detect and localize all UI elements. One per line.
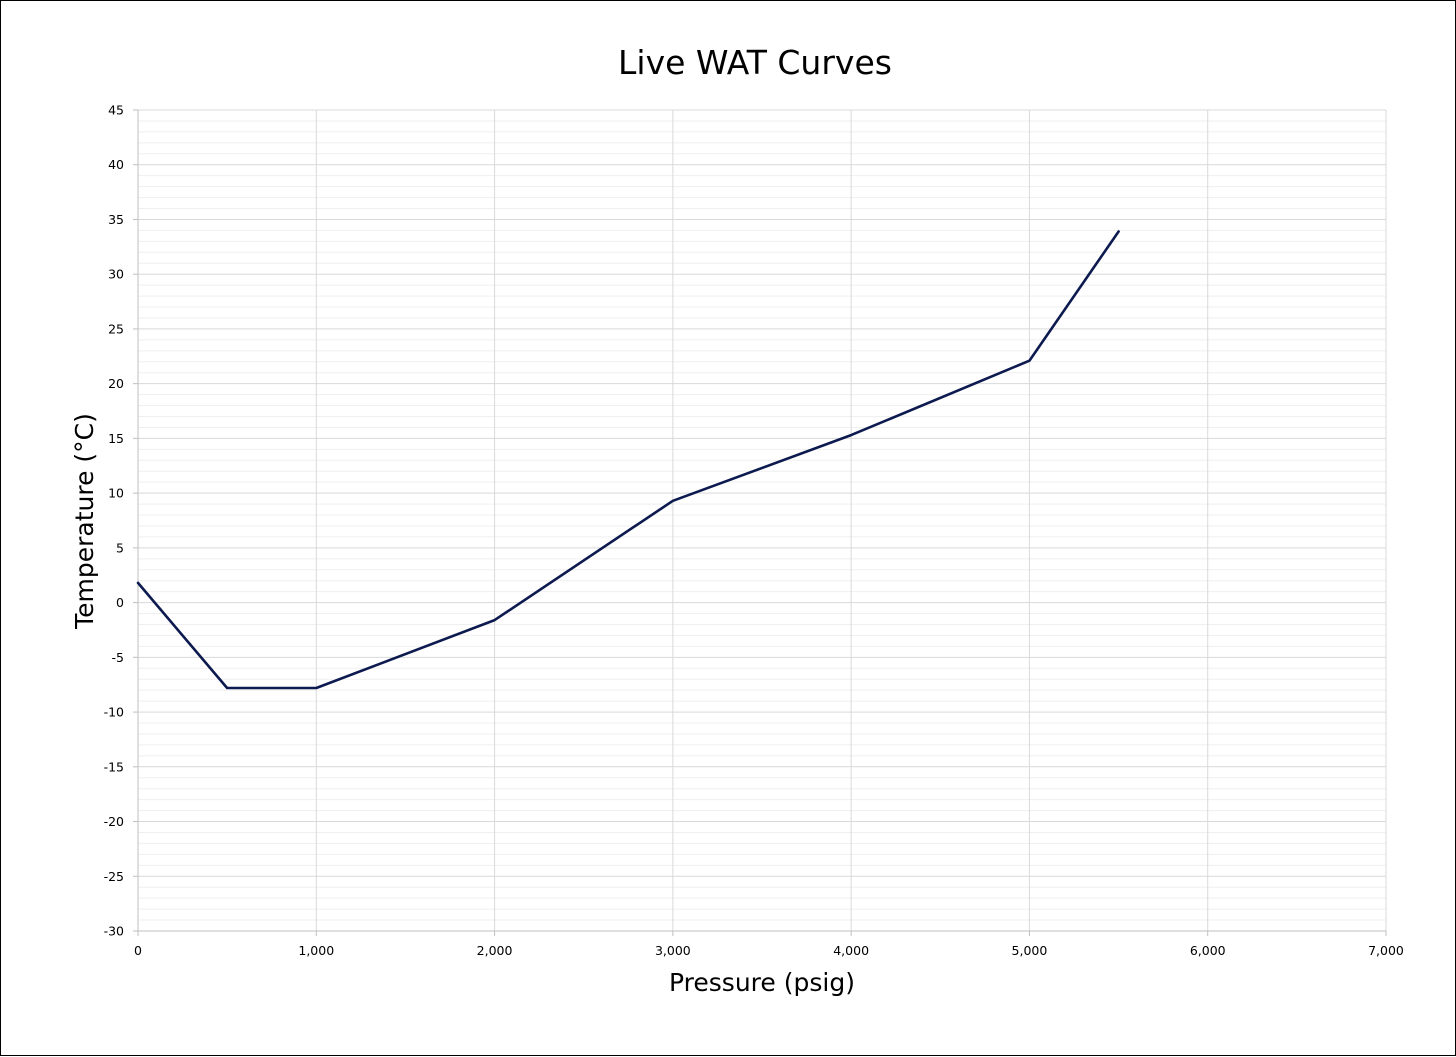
y-tick-label: -10 [104, 705, 124, 720]
y-tick-label: -15 [104, 759, 124, 774]
x-tick-label: 2,000 [477, 943, 513, 958]
axes [137, 110, 1386, 932]
series-layer [136, 230, 1120, 690]
y-tick-label: 15 [108, 431, 124, 446]
y-tick-label: 20 [108, 376, 124, 391]
x-axis-title: Pressure (psig) [669, 968, 855, 997]
x-tick-label: 7,000 [1368, 943, 1404, 958]
y-tick-label: 25 [108, 321, 124, 336]
y-tick-label: -5 [112, 650, 124, 665]
x-tick-label: 6,000 [1190, 943, 1226, 958]
y-tick-label: -30 [104, 924, 124, 939]
series-line [136, 230, 1120, 690]
y-axis-title: Temperature (°C) [70, 413, 99, 630]
x-tick-label: 4,000 [833, 943, 869, 958]
tick-labels: 45 40 35 30 25 20 15 10 5 0 -5 -10 -15 -20 -25 -30 0 1,00… [104, 103, 1404, 959]
x-tick-label: 3,000 [655, 943, 691, 958]
x-tick-label: 1,000 [298, 943, 334, 958]
y-tick-label: 0 [116, 595, 124, 610]
y-tick-label: 35 [108, 212, 124, 227]
x-tick-label: 5,000 [1012, 943, 1048, 958]
x-tick-label: 0 [134, 943, 142, 958]
y-tick-label: -25 [104, 869, 124, 884]
y-tick-label: 45 [108, 103, 124, 118]
chart-title: Live WAT Curves [618, 43, 892, 82]
y-tick-label: 40 [108, 157, 124, 172]
y-tick-label: 30 [108, 267, 124, 282]
y-tick-label: -20 [104, 814, 124, 829]
gridlines [138, 109, 1387, 931]
y-tick-label: 10 [108, 486, 124, 501]
y-tick-label: 5 [116, 540, 124, 555]
